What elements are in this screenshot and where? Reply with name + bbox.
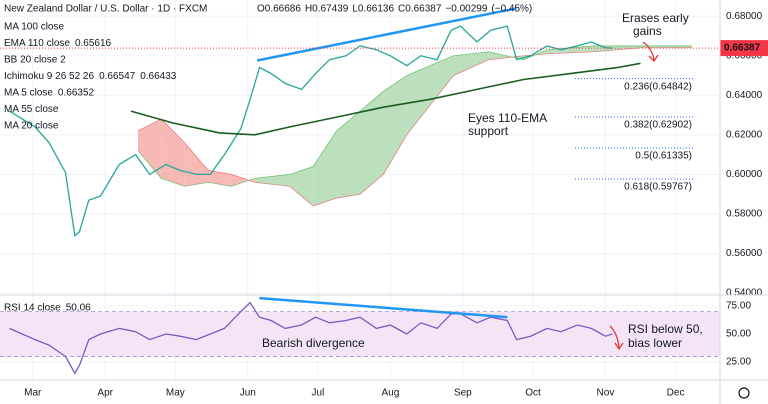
legend-text: MA 100 close [4,22,64,33]
cloud [208,170,232,187]
legend-text: BB 20 close 2 [4,55,66,66]
legend-text: 0.66433 [140,71,177,82]
annotation: support [468,124,509,138]
x-tick-label: Oct [525,388,541,399]
annotation: RSI below 50, [628,322,703,336]
fib-label: 0.236(0.64842) [624,81,692,92]
cloud [360,91,384,195]
series-line [9,301,613,375]
price-tag-label: 0.66387 [724,43,761,54]
y-tick-label: 0.62000 [726,129,763,140]
y-tick-label: 0.54000 [726,288,763,299]
legend-text: 0.65616 [75,38,112,49]
x-tick-label: Jun [240,388,256,399]
ohlc-text: H0.67439 [305,4,349,15]
fib-label: 0.382(0.62902) [624,120,692,131]
price-pane [0,7,720,237]
arrow [642,41,659,63]
y-tick-label: 25.00 [726,357,751,368]
arrow [609,325,624,351]
x-tick-label: Mar [24,388,42,399]
labels: 0.54000 0.56000 0.58000 0.60000 0.62000 0.640… [4,4,768,399]
settings-icon[interactable] [738,387,750,399]
cloud [137,119,162,179]
cloud [184,142,209,187]
cloud [453,51,489,76]
ohlc-text: L0.66136 [352,4,394,15]
ohlc-text: O0.66686 [257,4,301,15]
cloud [640,45,692,48]
legend-text: 0.66352 [58,88,95,99]
cloud [430,55,454,106]
cloud [313,130,337,206]
x-tick-label: Nov [597,388,615,399]
trendline [256,7,517,62]
trendline [259,296,508,319]
legend-text: New Zealand Dollar / U.S. Dollar · 1D · … [4,4,207,15]
y-tick-label: 0.58000 [726,209,763,220]
fib-label: 0.618(0.59767) [624,182,692,193]
x-tick-label: May [166,388,185,399]
ohlc-text: (−0.45%) [491,4,532,15]
annotation: Bearish divergence [262,336,365,350]
legend-text: MA 5 close [4,88,53,99]
ohlc-text: C0.66387 [398,4,442,15]
annotation: gains [633,24,662,38]
y-tick-label: 0.64000 [726,90,763,101]
annotation: Erases early [622,11,689,25]
cloud [336,111,360,199]
y-tick-label: 50.00 [726,329,751,340]
y-tick-label: 0.68000 [726,11,763,22]
x-tick-label: Sep [454,388,472,399]
x-tick-label: Apr [97,388,113,399]
rsi-band [0,311,720,357]
ohlc-text: −0.00299 [445,4,487,15]
cloud-span [137,45,692,187]
legend-text: EMA 110 close [4,38,70,49]
legend-text: MA 20 close [4,121,59,132]
cloud [406,65,431,135]
y-tick-label: 0.56000 [726,248,763,259]
legend-text: 50.06 [66,303,91,314]
y-tick-label: 0.60000 [726,169,763,180]
series-line [130,62,641,136]
cloud [231,174,255,187]
cloud [383,75,407,175]
legend-text: MA 55 close [4,104,59,115]
y-tick-label: 75.00 [726,301,751,312]
cloud [289,166,314,206]
legend-text: Ichimoku 9 26 52 26 [4,71,94,82]
legend-text: 0.66547 [99,71,136,82]
price-tag [720,40,768,57]
x-tick-label: Jul [312,388,325,399]
x-tick-label: Aug [381,388,399,399]
annotation: Eyes 110-EMA [468,111,547,125]
fib-label: 0.5(0.61335) [635,151,692,162]
annotation: bias lower [628,336,682,350]
legend-text: RSI 14 close [4,303,61,314]
rsi-pane [0,296,720,375]
x-tick-label: Dec [667,388,685,399]
